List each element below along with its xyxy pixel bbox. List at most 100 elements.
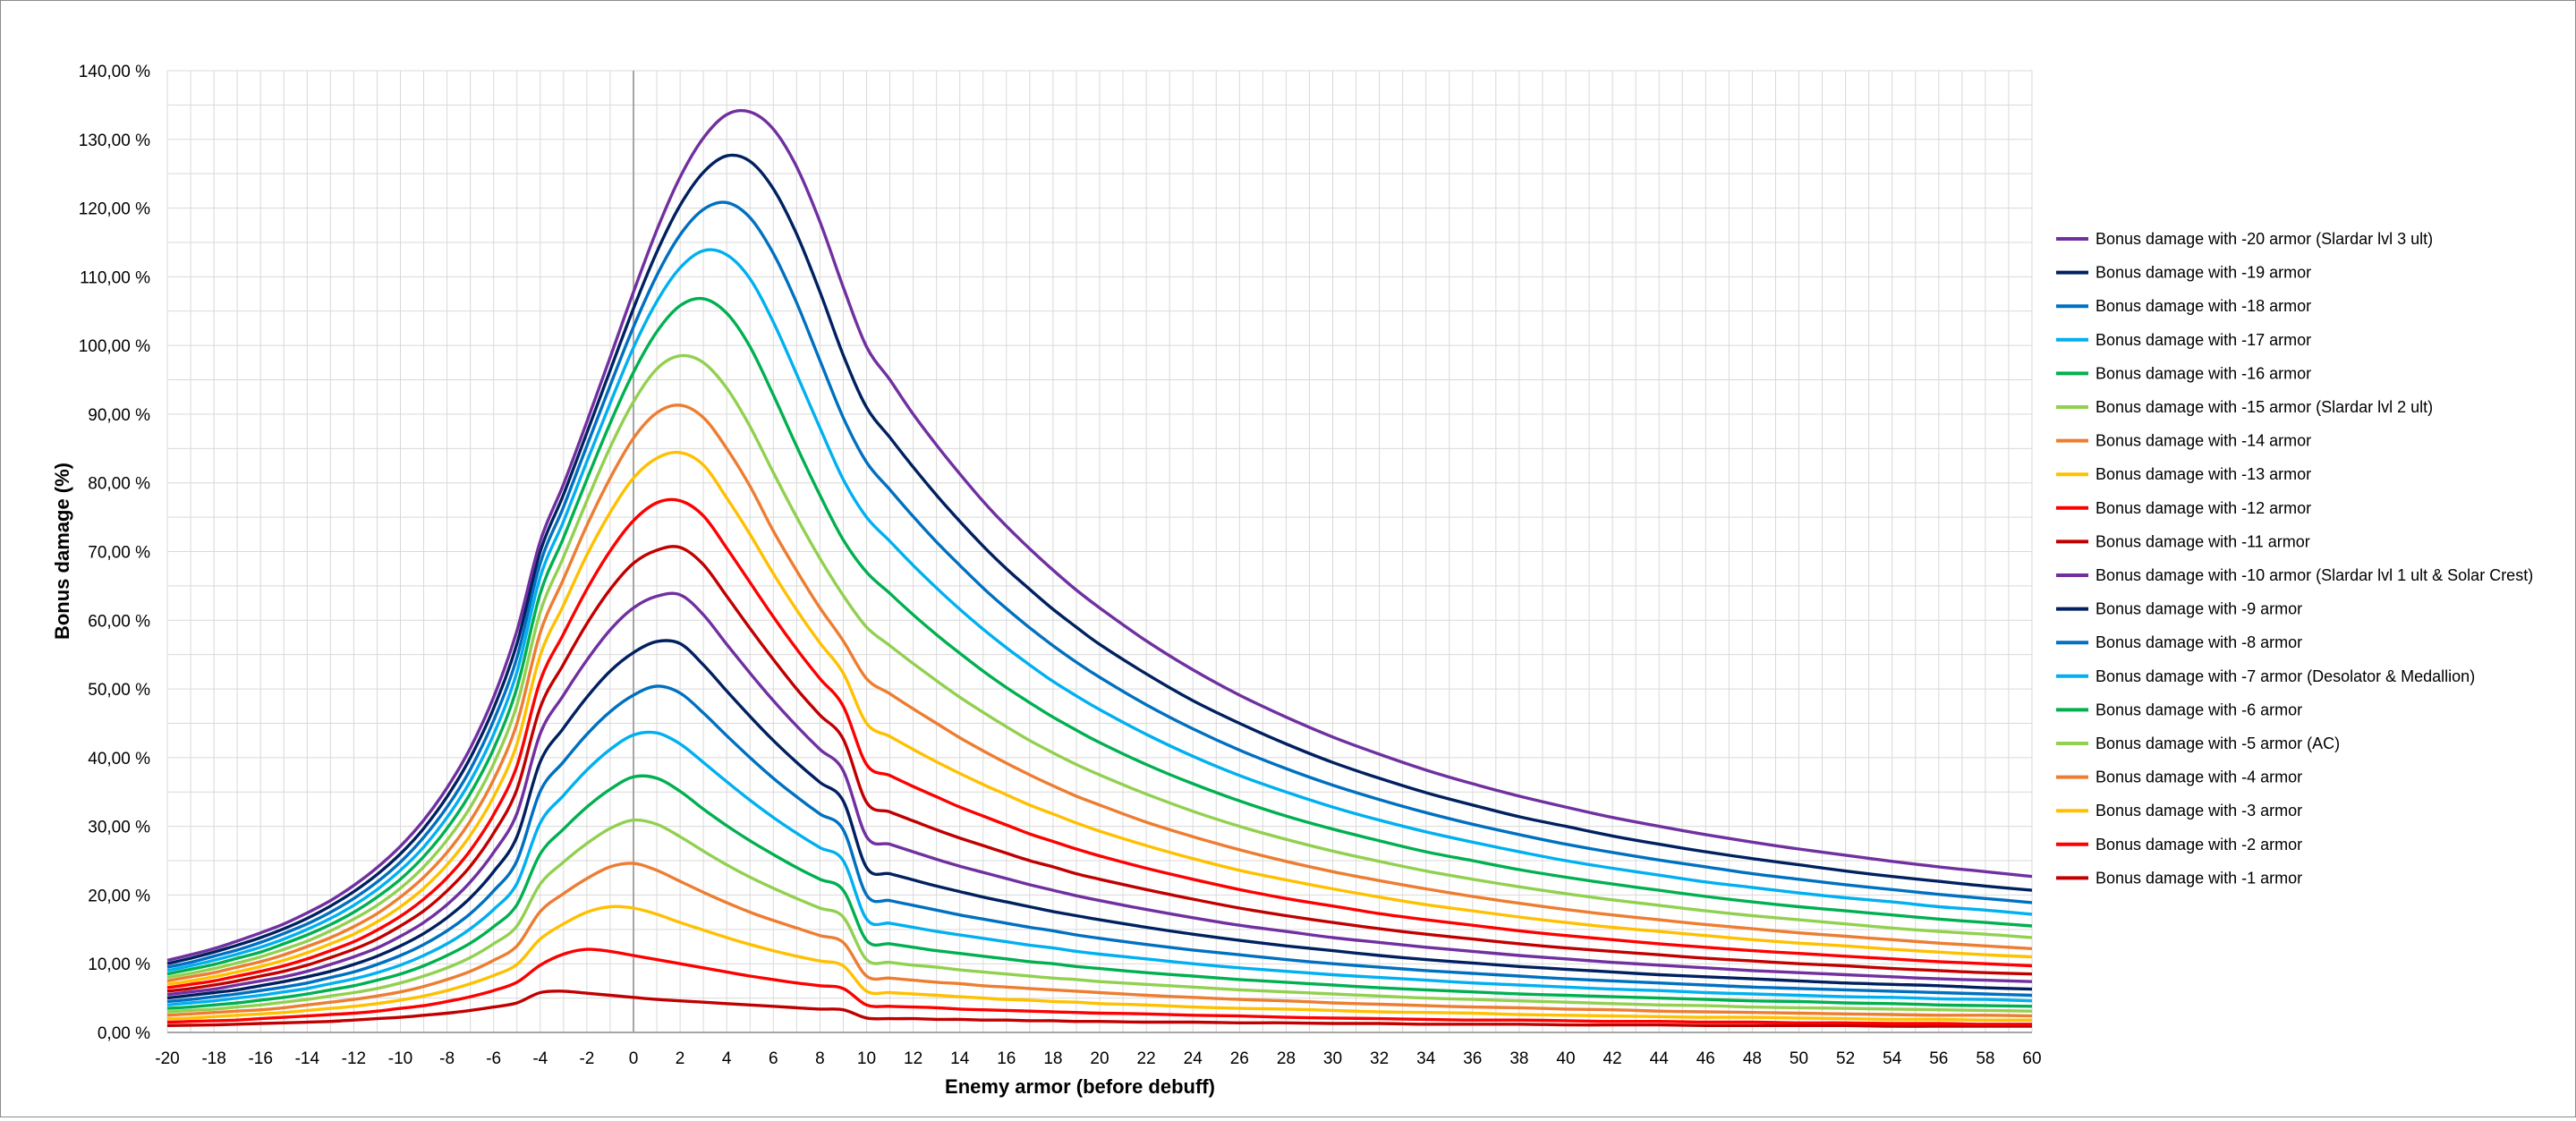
legend-label: Bonus damage with -11 armor (2096, 532, 2310, 550)
series-line (166, 296, 2033, 976)
legend-label: Bonus damage with -18 armor (2096, 297, 2311, 315)
x-tick-label: 56 (1929, 1049, 1948, 1068)
legend-label: Bonus damage with -19 armor (2096, 264, 2311, 282)
x-tick-label: 60 (2022, 1049, 2041, 1068)
x-tick-label: 42 (1603, 1049, 1622, 1068)
y-tick-label: 50,00 % (88, 681, 150, 700)
legend-item: Bonus damage with -19 armor (2056, 264, 2311, 282)
zero-axis-line (167, 71, 2032, 1033)
x-tick-label: -10 (388, 1049, 412, 1068)
legend-item: Bonus damage with -4 armor (2056, 769, 2302, 786)
y-tick-label: 80,00 % (88, 475, 150, 494)
x-tick-label: 28 (1277, 1049, 1296, 1068)
legend-item: Bonus damage with -17 armor (2056, 331, 2311, 349)
legend-item: Bonus damage with -11 armor (2056, 532, 2310, 550)
legend-item: Bonus damage with -7 armor (Desolator & … (2056, 667, 2475, 685)
x-tick-label: 44 (1650, 1049, 1670, 1068)
series-line (166, 684, 2033, 1004)
legend-item: Bonus damage with -9 armor (2056, 600, 2302, 618)
y-tick-label: 20,00 % (88, 887, 150, 905)
legend-label: Bonus damage with -6 armor (2096, 701, 2302, 718)
y-tick-label: 100,00 % (79, 337, 150, 356)
x-tick-label: 22 (1137, 1049, 1156, 1068)
x-tick-label: 2 (676, 1049, 685, 1068)
legend-item: Bonus damage with -16 armor (2056, 364, 2311, 382)
y-tick-label: 120,00 % (79, 200, 150, 219)
x-tick-label: 18 (1043, 1049, 1062, 1068)
x-tick-label: 14 (950, 1049, 970, 1068)
x-tick-label: 36 (1463, 1049, 1482, 1068)
y-tick-label: 10,00 % (88, 955, 150, 974)
legend-item: Bonus damage with -5 armor (AC) (2056, 735, 2340, 752)
y-tick-label: 40,00 % (88, 750, 150, 769)
legend-label: Bonus damage with -14 armor (2096, 432, 2311, 450)
series-line (166, 774, 2033, 1010)
x-tick-label: 8 (815, 1049, 825, 1068)
series-line (166, 545, 2033, 993)
legend-label: Bonus damage with -10 armor (Slardar lvl… (2096, 566, 2533, 584)
legend-label: Bonus damage with -7 armor (Desolator & … (2096, 667, 2475, 685)
legend-item: Bonus damage with -8 armor (2056, 633, 2302, 651)
x-tick-label: 38 (1509, 1049, 1528, 1068)
legend-label: Bonus damage with -3 armor (2096, 802, 2302, 820)
series-line (166, 497, 2033, 989)
x-tick-label: 20 (1090, 1049, 1109, 1068)
legend-item: Bonus damage with -20 armor (Slardar lvl… (2056, 230, 2433, 248)
x-tick-label: -14 (295, 1049, 320, 1068)
legend-item: Bonus damage with -2 armor (2056, 836, 2302, 853)
y-tick-label: 30,00 % (88, 819, 150, 837)
y-axis-title: Bonus damage (%) (51, 463, 73, 640)
legend-label: Bonus damage with -20 armor (Slardar lvl… (2096, 230, 2433, 248)
series-line (166, 818, 2033, 1014)
legend-label: Bonus damage with -16 armor (2096, 364, 2311, 382)
x-tick-label: 16 (997, 1049, 1016, 1068)
x-tick-label: 40 (1556, 1049, 1575, 1068)
series-line (166, 248, 2033, 972)
x-tick-label: 52 (1836, 1049, 1855, 1068)
x-tick-label: 24 (1184, 1049, 1203, 1068)
x-tick-label: 0 (629, 1049, 639, 1068)
x-tick-label: 32 (1370, 1049, 1389, 1068)
y-tick-label: 0,00 % (98, 1024, 150, 1043)
legend-label: Bonus damage with -12 armor (2096, 499, 2311, 517)
y-tick-label: 70,00 % (88, 544, 150, 563)
x-tick-label: 54 (1883, 1049, 1902, 1068)
x-tick-label: 12 (904, 1049, 922, 1068)
series-line (166, 403, 2033, 983)
x-tick-label: 46 (1696, 1049, 1715, 1068)
legend-label: Bonus damage with -4 armor (2096, 769, 2302, 786)
x-tick-label: 48 (1743, 1049, 1762, 1068)
legend-label: Bonus damage with -1 armor (2096, 869, 2302, 887)
x-tick-label: 26 (1230, 1049, 1249, 1068)
legend-item: Bonus damage with -14 armor (2056, 432, 2311, 450)
y-tick-label: 140,00 % (79, 63, 150, 81)
legend-item: Bonus damage with -12 armor (2056, 499, 2311, 517)
x-tick-label: -2 (579, 1049, 594, 1068)
series-line (166, 904, 2033, 1022)
series-line (166, 353, 2033, 980)
x-tick-label: 10 (857, 1049, 876, 1068)
y-tick-label: 130,00 % (79, 132, 150, 150)
legend-item: Bonus damage with -18 armor (2056, 297, 2311, 315)
y-tick-label: 110,00 % (80, 268, 150, 287)
x-tick-label: 6 (769, 1049, 778, 1068)
legend-label: Bonus damage with -13 armor (2096, 465, 2311, 483)
y-tick-label: 90,00 % (88, 406, 150, 425)
legend: Bonus damage with -20 armor (Slardar lvl… (2056, 230, 2533, 887)
series-line (166, 200, 2033, 969)
legend-item: Bonus damage with -10 armor (Slardar lvl… (2056, 566, 2533, 584)
series-line (166, 108, 2033, 963)
legend-item: Bonus damage with -13 armor (2056, 465, 2311, 483)
series-line (166, 862, 2033, 1018)
x-tick-label: -16 (248, 1049, 272, 1068)
legend-label: Bonus damage with -15 armor (Slardar lvl… (2096, 398, 2433, 416)
x-tick-label: 50 (1790, 1049, 1808, 1068)
legend-item: Bonus damage with -15 armor (Slardar lvl… (2056, 398, 2433, 416)
legend-label: Bonus damage with -8 armor (2096, 633, 2302, 651)
x-tick-label: -20 (155, 1049, 179, 1068)
series-lines (166, 108, 2033, 1028)
x-tick-label: 58 (1976, 1049, 1994, 1068)
legend-item: Bonus damage with -6 armor (2056, 701, 2302, 718)
x-tick-labels: -20 -18 -16 -14 -12 -10 -8 -6 -4 -2 0 2 4 6 8 10 12 14 16 1… (155, 1049, 2041, 1068)
